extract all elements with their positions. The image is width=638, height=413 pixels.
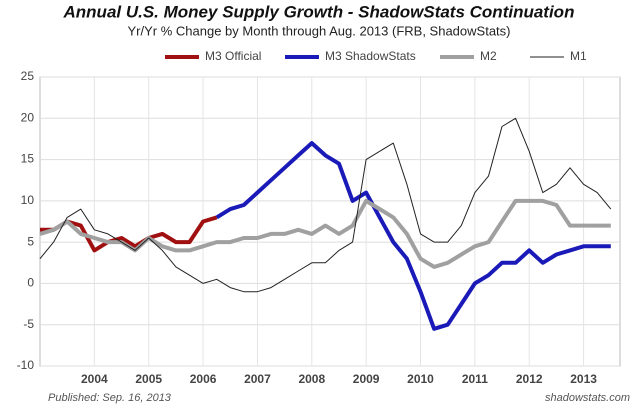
x-tick-label: 2012 <box>516 372 543 386</box>
y-tick-label: 5 <box>27 234 34 248</box>
plot-area <box>39 76 621 367</box>
chart-subtitle: Yr/Yr % Change by Month through Aug. 201… <box>128 23 511 38</box>
legend-label: M3 Official <box>205 49 261 63</box>
legend-label: M1 <box>570 49 587 63</box>
y-tick-label: 20 <box>21 110 35 124</box>
x-tick-label: 2011 <box>462 372 488 386</box>
x-tick-label: 2010 <box>407 372 434 386</box>
x-tick-label: 2013 <box>570 372 597 386</box>
legend-label: M2 <box>480 49 497 63</box>
y-tick-label: 10 <box>21 193 35 207</box>
x-tick-label: 2004 <box>81 372 108 386</box>
x-tick-label: 2005 <box>135 372 162 386</box>
legend-label: M3 ShadowStats <box>325 49 416 63</box>
x-tick-label: 2007 <box>244 372 271 386</box>
y-tick-label: 0 <box>27 276 34 290</box>
series-line <box>215 141 611 331</box>
x-tick-label: 2006 <box>190 372 217 386</box>
x-tick-label: 2008 <box>298 372 325 386</box>
y-tick-label: 15 <box>21 152 35 166</box>
chart-title: Annual U.S. Money Supply Growth - Shadow… <box>63 2 575 21</box>
series-line <box>39 117 612 293</box>
x-tick-label: 2009 <box>353 372 380 386</box>
y-tick-label: -5 <box>23 317 34 331</box>
y-tick-label: 25 <box>21 69 35 83</box>
source-note: shadowstats.com <box>545 392 630 404</box>
y-tick-label: -10 <box>17 358 35 372</box>
published-note: Published: Sep. 16, 2013 <box>48 392 172 404</box>
